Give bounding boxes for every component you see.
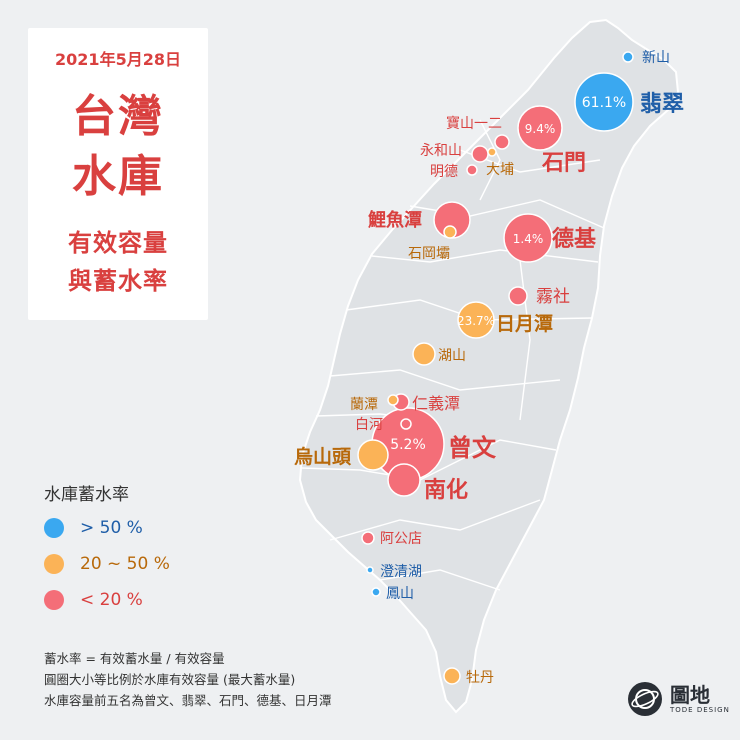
reservoir-marker-蘭潭 <box>387 394 399 406</box>
taiwan-island <box>298 18 680 714</box>
reservoir-label-明德: 明德 <box>430 164 458 180</box>
footnotes: 蓄水率 = 有效蓄水量 / 有效容量 圓圈大小等比例於水庫有效容量 (最大蓄水量… <box>44 648 332 711</box>
reservoir-rate-曾文: 5.2% <box>390 437 426 453</box>
reservoir-marker-日月潭 <box>457 301 495 339</box>
reservoir-marker-牡丹 <box>443 667 461 685</box>
legend-dot-high <box>44 518 64 538</box>
reservoir-label-霧社: 霧社 <box>536 287 570 307</box>
reservoir-marker-湖山 <box>412 342 436 366</box>
brand-name: 圖地 <box>670 683 710 707</box>
reservoir-label-永和山: 永和山 <box>420 143 462 159</box>
brand: 圖地 TODE DESIGN <box>628 682 730 716</box>
reservoir-label-新山: 新山 <box>642 50 670 66</box>
reservoir-label-德基: 德基 <box>552 226 597 252</box>
legend-item-low: < 20 % <box>44 588 143 612</box>
legend-label-mid: 20 ~ 50 % <box>80 554 170 574</box>
legend-item-mid: 20 ~ 50 % <box>44 552 170 576</box>
reservoir-label-翡翠: 翡翠 <box>640 92 684 117</box>
reservoir-marker-大埔 <box>487 147 497 157</box>
reservoir-marker-翡翠 <box>574 72 634 132</box>
reservoir-rate-石門: 9.4% <box>525 122 556 136</box>
reservoir-label-石門: 石門 <box>541 151 586 176</box>
reservoir-marker-鳳山 <box>371 587 381 597</box>
reservoir-marker-南化 <box>387 463 421 497</box>
reservoir-marker-霧社 <box>508 286 528 306</box>
reservoir-label-蘭潭: 蘭潭 <box>350 396 378 413</box>
legend-dot-mid <box>44 554 64 574</box>
note-rate-definition: 蓄水率 = 有效蓄水量 / 有效容量 <box>44 651 225 666</box>
legend-label-high: > 50 % <box>80 518 143 538</box>
title-card: 2021年5月28日 台灣 水庫 有效容量 與蓄水率 <box>28 28 208 320</box>
reservoir-label-鳳山: 鳳山 <box>386 586 414 602</box>
reservoir-label-大埔: 大埔 <box>486 162 514 178</box>
title-date: 2021年5月28日 <box>55 50 181 69</box>
reservoir-marker-澄清湖 <box>366 566 374 574</box>
brand-tagline: TODE DESIGN <box>670 706 730 714</box>
reservoir-marker-石門 <box>517 105 563 151</box>
reservoir-label-南化: 南化 <box>424 477 468 503</box>
reservoir-marker-永和山 <box>471 145 489 163</box>
subtitle-line-2: 與蓄水率 <box>68 267 168 295</box>
reservoir-label-阿公店: 阿公店 <box>380 531 422 547</box>
reservoir-label-牡丹: 牡丹 <box>466 670 494 686</box>
note-top-five: 水庫容量前五名為曾文、翡翠、石門、德基、日月潭 <box>44 693 332 708</box>
reservoir-marker-白河 <box>400 418 412 430</box>
reservoir-label-寶山一二: 寶山一二 <box>446 116 502 132</box>
legend-dot-low <box>44 590 64 610</box>
reservoir-marker-阿公店 <box>361 531 375 545</box>
reservoir-marker-烏山頭 <box>357 439 389 471</box>
legend-title: 水庫蓄水率 <box>44 485 129 505</box>
reservoir-label-湖山: 湖山 <box>438 348 466 364</box>
reservoir-marker-石岡壩 <box>443 225 457 239</box>
reservoir-marker-寶山一二 <box>494 134 510 150</box>
reservoir-label-曾文: 曾文 <box>448 434 497 462</box>
reservoir-rate-德基: 1.4% <box>513 232 544 246</box>
title-line-1: 台灣 <box>72 91 164 142</box>
reservoir-marker-德基 <box>503 213 553 263</box>
reservoir-marker-新山 <box>622 51 634 63</box>
reservoir-marker-明德 <box>466 164 478 176</box>
reservoir-rate-翡翠: 61.1% <box>582 95 626 111</box>
reservoir-rate-日月潭: 23.7% <box>457 314 495 328</box>
reservoir-label-鯉魚潭: 鯉魚潭 <box>368 209 422 231</box>
reservoir-label-白河: 白河 <box>355 417 383 433</box>
legend-label-low: < 20 % <box>80 590 143 610</box>
reservoir-label-烏山頭: 烏山頭 <box>294 445 352 468</box>
title-line-2: 水庫 <box>72 151 164 202</box>
subtitle-line-1: 有效容量 <box>68 229 168 257</box>
reservoir-label-日月潭: 日月潭 <box>496 313 553 335</box>
reservoir-label-澄清湖: 澄清湖 <box>380 564 422 580</box>
legend-item-high: > 50 % <box>44 516 143 540</box>
reservoir-label-仁義潭: 仁義潭 <box>412 394 460 413</box>
globe-logo-icon <box>628 682 662 716</box>
note-circle-size: 圓圈大小等比例於水庫有效容量 (最大蓄水量) <box>44 672 296 687</box>
reservoir-label-石岡壩: 石岡壩 <box>408 246 450 262</box>
